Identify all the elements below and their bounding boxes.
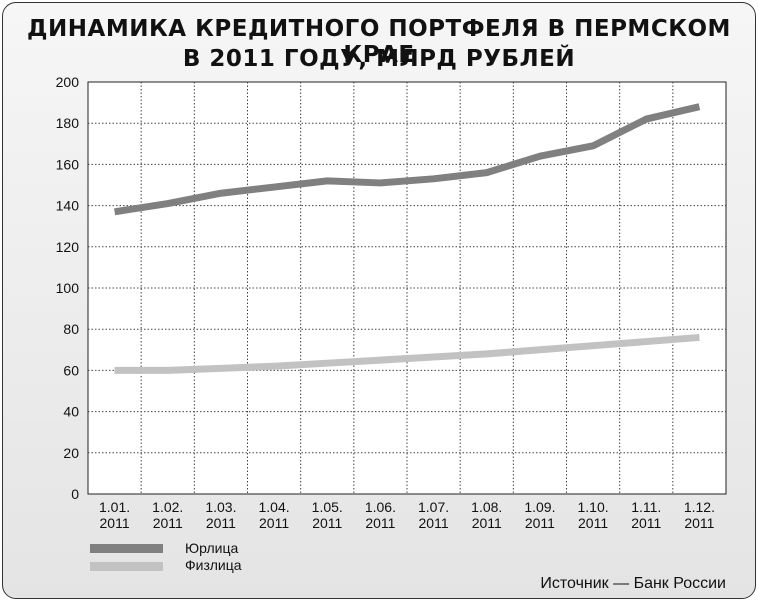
legend-label-fizlitsa: Физлица xyxy=(185,557,242,573)
x-tick-label: 1.10. xyxy=(578,499,609,515)
legend-label-yurlitsa: Юрлица xyxy=(185,540,239,556)
x-tick-label: 2011 xyxy=(525,515,555,531)
y-tick-label: 40 xyxy=(63,404,79,420)
x-tick-label: 2011 xyxy=(153,515,183,531)
x-tick-label: 1.06. xyxy=(365,499,396,515)
x-tick-label: 2011 xyxy=(631,515,661,531)
y-tick-label: 180 xyxy=(56,115,80,131)
x-tick-label: 2011 xyxy=(206,515,236,531)
x-tick-label: 2011 xyxy=(419,515,449,531)
x-tick-label: 1.09. xyxy=(524,499,555,515)
series-line-1 xyxy=(114,333,700,374)
x-tick-label: 1.11. xyxy=(631,499,661,515)
x-tick-label: 2011 xyxy=(259,515,289,531)
y-tick-label: 60 xyxy=(63,362,79,378)
y-tick-label: 200 xyxy=(56,74,80,90)
x-tick-label: 1.01. xyxy=(99,499,130,515)
y-tick-label: 80 xyxy=(63,321,79,337)
y-tick-label: 140 xyxy=(56,198,80,214)
y-tick-label: 160 xyxy=(56,156,80,172)
y-tick-label: 20 xyxy=(63,445,79,461)
x-tick-label: 1.08. xyxy=(471,499,502,515)
x-tick-label: 1.04. xyxy=(259,499,290,515)
x-tick-label: 2011 xyxy=(472,515,502,531)
x-tick-label: 1.12. xyxy=(684,499,715,515)
series-line-0 xyxy=(114,103,701,216)
x-tick-label: 1.03. xyxy=(205,499,236,515)
y-tick-label: 0 xyxy=(71,486,79,502)
y-tick-label: 100 xyxy=(56,280,80,296)
source-note: Источник — Банк России xyxy=(540,575,726,592)
legend-swatch-fizlitsa xyxy=(90,562,163,571)
x-tick-label: 1.07. xyxy=(418,499,449,515)
y-tick-label: 120 xyxy=(56,239,80,255)
x-tick-label: 2011 xyxy=(684,515,714,531)
x-tick-label: 2011 xyxy=(312,515,342,531)
x-tick-label: 2011 xyxy=(578,515,608,531)
legend-swatch-yurlitsa xyxy=(90,544,163,553)
x-tick-label: 2011 xyxy=(365,515,395,531)
x-tick-label: 1.05. xyxy=(312,499,343,515)
chart-title: ДИНАМИКА КРЕДИТНОГО ПОРТФЕЛЯ В ПЕРМСКОМ … xyxy=(27,16,731,68)
x-tick-label: 1.02. xyxy=(152,499,183,515)
chart-subtitle: В 2011 ГОДУ, МЛРД РУБЛЕЙ xyxy=(182,46,576,72)
x-tick-label: 2011 xyxy=(100,515,130,531)
